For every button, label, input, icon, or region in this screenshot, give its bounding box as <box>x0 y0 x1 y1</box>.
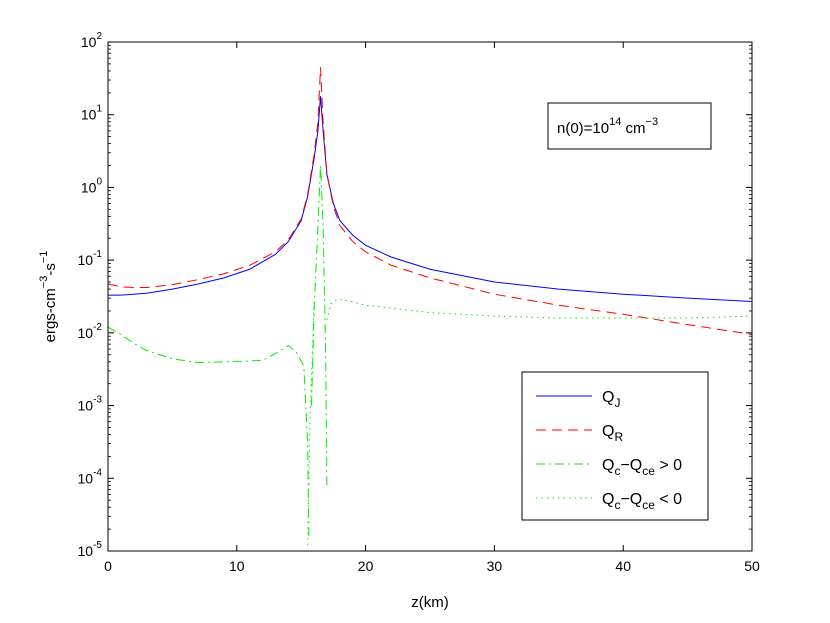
y-axis-label: ergs-cm−3-s−1 <box>38 251 59 343</box>
axes-frame <box>107 41 753 552</box>
series-line-1 <box>108 96 752 302</box>
legend-entry-2: QR <box>602 423 623 444</box>
annotation-box: n(0)=1014 cm−3 <box>547 102 712 150</box>
x-tick-label: 10 <box>229 558 245 574</box>
axes: 0 10 20 30 40 50 10-5 10-4 10-3 10-2 10-1 100 101 102 <box>78 31 760 574</box>
x-tick-label: 30 <box>487 558 503 574</box>
y-tick-label: 10-5 <box>78 540 103 559</box>
x-tick-label: 40 <box>615 558 631 574</box>
y-tick-label: 10-1 <box>78 249 103 268</box>
y-tick-label: 100 <box>81 176 103 195</box>
series-line-3-part-1 <box>108 326 310 539</box>
y-tick-label: 102 <box>81 31 103 50</box>
series-line-4-part-1 <box>307 298 315 546</box>
annotation-frame <box>547 102 712 150</box>
axis-labels: z(km) ergs-cm−3-s−1 <box>38 251 449 611</box>
annotation-text: n(0)=1014 cm−3 <box>557 116 658 137</box>
x-tick-label: 0 <box>104 558 112 574</box>
legend-entry-1: QJ <box>602 389 620 410</box>
legend: QJ QR Qc−Qce > 0 Qc−Qce < 0 <box>521 371 709 521</box>
y-tick-label: 10-4 <box>78 467 103 486</box>
legend-entry-3: Qc−Qce > 0 <box>602 457 682 478</box>
x-tick-label: 50 <box>744 558 760 574</box>
x-tick-label: 20 <box>358 558 374 574</box>
legend-frame <box>521 371 709 521</box>
y-tick-label: 10-3 <box>78 395 103 414</box>
y-tick-label: 101 <box>81 104 103 123</box>
plot-area <box>108 67 752 546</box>
y-tick-label: 10-2 <box>78 322 103 341</box>
series-line-2 <box>108 67 752 335</box>
legend-entry-4: Qc−Qce < 0 <box>602 491 682 512</box>
x-axis-label: z(km) <box>411 594 449 611</box>
